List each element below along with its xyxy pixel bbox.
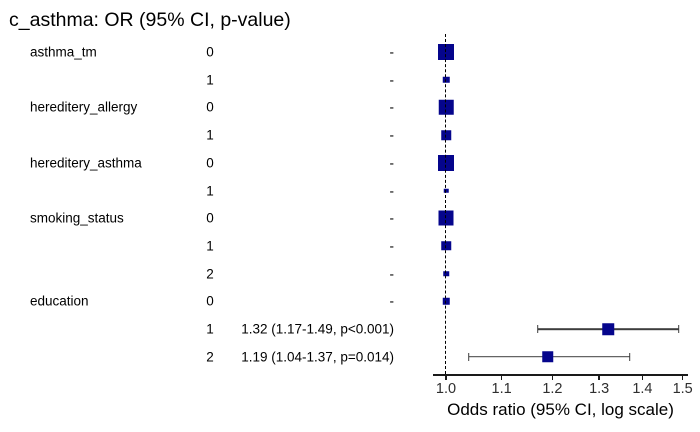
ci-cap-left	[468, 352, 470, 361]
row-estimate-label: -	[389, 72, 395, 88]
ci-cap-right	[628, 352, 631, 361]
row-estimate-label: -	[389, 127, 395, 143]
row-level-label: 1	[206, 238, 214, 254]
row-estimate-label: -	[389, 99, 395, 115]
x-axis-tick-label: 1.3	[589, 381, 610, 397]
row-variable-label: hereditery_allergy	[30, 99, 138, 115]
chart-title: c_asthma: OR (95% CI, p-value)	[9, 9, 291, 31]
x-axis-tick	[598, 375, 600, 381]
x-axis-tick	[445, 375, 447, 381]
row-level-label: 0	[206, 99, 214, 115]
row-estimate-label: -	[389, 293, 395, 309]
forest-marker	[602, 323, 614, 335]
x-axis-tick-label: 1.5	[672, 381, 693, 397]
row-level-label: 0	[206, 293, 214, 309]
row-level-label: 1	[206, 183, 214, 198]
row-estimate-label: -	[389, 266, 395, 282]
row-variable-label: education	[30, 293, 89, 309]
ci-cap-right	[677, 325, 680, 333]
x-axis-line	[433, 374, 688, 376]
row-level-label: 0	[206, 44, 214, 60]
row-estimate-label: -	[389, 238, 395, 254]
row-level-label: 1	[206, 127, 214, 143]
x-axis-tick-label: 1.1	[491, 381, 512, 397]
x-axis-tick-label: 1.2	[542, 381, 563, 397]
row-estimate-label: -	[389, 44, 395, 60]
x-axis-tick	[641, 375, 644, 381]
row-variable-label: smoking_status	[30, 210, 124, 226]
forest-marker	[541, 350, 554, 363]
row-level-label: 2	[206, 349, 214, 365]
row-estimate-label: -	[389, 155, 395, 171]
x-axis-label: Odds ratio (95% CI, log scale)	[447, 400, 674, 419]
x-axis-tick-label: 1.4	[632, 381, 653, 397]
row-estimate-label: 1.19 (1.04-1.37, p=0.014)	[241, 349, 394, 365]
row-level-label: 0	[206, 210, 214, 226]
row-level-label: 0	[206, 155, 214, 171]
row-estimate-label: 1.32 (1.17-1.49, p<0.001)	[241, 321, 394, 337]
row-variable-label: asthma_tm	[30, 44, 97, 60]
row-level-label: 1	[206, 321, 214, 337]
x-axis-tick	[551, 375, 554, 381]
ci-cap-left	[536, 325, 539, 333]
x-axis-tick-label: 1.0	[435, 381, 457, 397]
x-axis-tick	[500, 375, 503, 381]
row-estimate-label: -	[389, 210, 395, 226]
row-estimate-label: -	[389, 183, 395, 198]
x-axis-tick	[681, 375, 684, 381]
row-variable-label: hereditery_asthma	[30, 155, 142, 171]
reference-line	[445, 34, 447, 374]
row-level-label: 1	[206, 72, 214, 88]
row-level-label: 2	[206, 266, 214, 282]
